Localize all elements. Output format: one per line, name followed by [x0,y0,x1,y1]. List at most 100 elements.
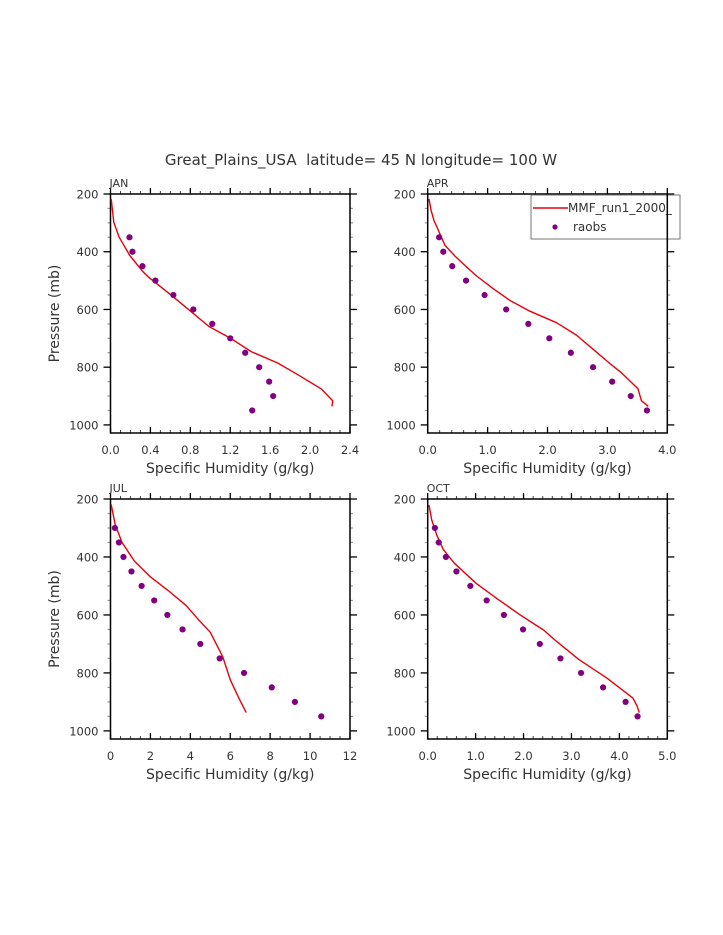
raobs-point [266,378,273,385]
x-axis-title: Specific Humidity (g/kg) [463,461,631,477]
raobs-point [481,291,488,299]
series-line-mmf [428,504,640,713]
x-axis-title: Specific Humidity (g/kg) [463,767,631,783]
raobs-point [503,306,510,313]
x-tick-label: 0.0 [419,443,437,457]
y-tick-label: 600 [77,303,99,317]
x-tick-label: 3.0 [562,749,580,763]
x-tick-label: 8 [267,749,274,763]
y-tick-label: 800 [394,361,416,375]
y-tick-label: 800 [77,361,99,375]
legend-marker-swatch [552,224,558,230]
raobs-point [151,597,158,604]
raobs-point [126,234,133,241]
panel-jul: 0 2 4 6 8 10 12 200 400 600 800 1000 JUL Specific Hum… [47,482,357,783]
series-line-mmf [110,198,334,407]
raobs-point [599,684,607,691]
raobs-point [462,277,470,284]
y-tick-label: 200 [394,493,416,507]
x-axis-title: Specific Humidity (g/kg) [146,767,314,783]
raobs-point [240,669,248,677]
raobs-point [139,263,146,270]
y-tick-label: 800 [394,666,416,680]
figure-title: Great_Plains_USA latitude= 45 N longitud… [165,151,557,170]
x-tick-label: 1.0 [466,749,484,763]
raobs-point [453,568,460,575]
panel-title: APR [427,177,449,190]
x-tick-label: 5.0 [658,749,676,763]
raobs-point [249,407,256,414]
raobs-point [128,568,135,575]
y-tick-label: 400 [394,245,416,259]
raobs-point [440,248,447,255]
panel-title: JAN [109,177,129,190]
x-tick-label: 4.0 [658,443,676,457]
panel-jan: 0.0 0.4 0.8 1.2 1.6 2.0 2.4 200 400 600 800 1000 JAN… [47,177,359,477]
raobs-point [519,626,527,633]
raobs-point [627,392,634,400]
raobs-point [435,234,443,241]
raobs-point [190,306,197,313]
raobs-point [435,539,442,546]
x-tick-label: 0.8 [181,443,199,457]
raobs-point [268,684,275,691]
y-tick-label: 400 [394,550,416,564]
raobs-point [431,524,438,532]
panel-oct: 0.0 1.0 2.0 3.0 4.0 5.0 200 400 600 800 1000 OCT Spe… [386,482,676,783]
legend-box [530,194,681,240]
raobs-point [209,320,216,327]
raobs-point [111,524,118,532]
raobs-point [152,277,159,284]
x-tick-label: 2.0 [301,443,319,457]
y-tick-label: 200 [394,188,416,202]
x-axis-title: Specific Humidity (g/kg) [146,461,314,477]
raobs-point [536,640,543,648]
panel-apr: 0.0 1.0 2.0 3.0 4.0 200 400 600 800 1000 APR Specif… [386,177,681,477]
raobs-point [164,611,171,619]
x-tick-label: 4.0 [610,749,628,763]
raobs-point [622,698,629,705]
y-tick-label: 200 [77,493,99,507]
series-line-mmf [110,504,247,713]
raobs-point [216,655,223,662]
y-tick-label: 200 [77,188,99,202]
raobs-point [449,263,456,270]
x-tick-label: 0.0 [101,443,119,457]
y-tick-label: 600 [394,608,416,622]
series-line-mmf [428,198,649,407]
raobs-point [115,539,122,546]
raobs-point [256,364,263,371]
raobs-point [197,640,204,648]
x-tick-label: 0.0 [419,749,437,763]
x-tick-label: 0 [107,749,114,763]
raobs-point [483,597,490,604]
y-axis-title: Pressure (mb) [47,570,63,668]
y-tick-label: 400 [77,550,99,564]
raobs-point [138,582,145,590]
raobs-point [179,626,186,633]
x-tick-label: 2.0 [514,749,532,763]
raobs-point [577,669,585,677]
y-tick-label: 1000 [69,418,98,432]
plot-frame [109,193,351,434]
x-tick-label: 2 [147,749,154,763]
y-tick-label: 400 [77,245,99,259]
x-tick-label: 1.6 [261,443,279,457]
x-tick-label: 2.0 [538,443,556,457]
raobs-point [546,335,553,342]
panel-title: JUL [109,482,128,495]
x-tick-label: 1.0 [478,443,496,457]
panel-title: OCT [427,482,450,495]
raobs-point [270,392,277,400]
plot-frame [109,498,351,740]
legend-label: MMF_run1_2000_ [568,201,673,215]
y-tick-label: 1000 [386,724,415,738]
raobs-point [557,655,564,662]
raobs-point [442,553,450,561]
raobs-point [609,378,616,385]
raobs-point [129,248,136,255]
x-tick-label: 1.2 [221,443,239,457]
raobs-point [634,713,641,720]
y-tick-label: 1000 [386,418,415,432]
